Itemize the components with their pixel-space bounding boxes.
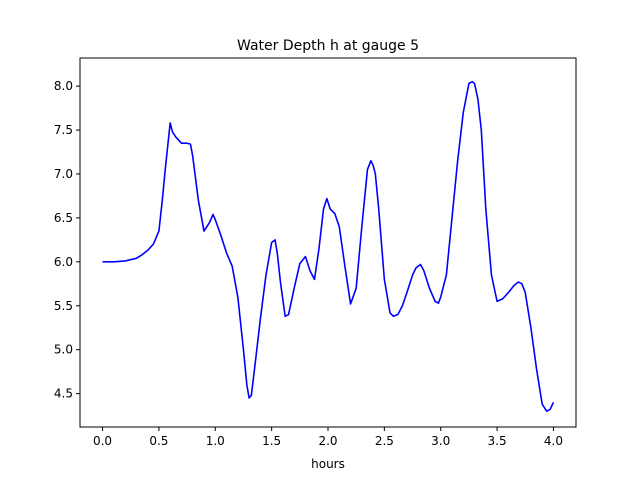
x-tick-label: 2.5 bbox=[375, 434, 394, 448]
x-tick-label: 4.0 bbox=[544, 434, 563, 448]
y-tick-label: 8.0 bbox=[54, 79, 73, 93]
y-tick-label: 7.0 bbox=[54, 167, 73, 181]
x-tick-label: 0.0 bbox=[93, 434, 112, 448]
x-tick-label: 3.5 bbox=[488, 434, 507, 448]
x-tick-label: 1.0 bbox=[206, 434, 225, 448]
y-tick-label: 7.5 bbox=[54, 123, 73, 137]
x-axis: 0.0 0.5 1.0 1.5 2.0 2.5 3.0 3.5 4.0 bbox=[93, 427, 563, 448]
y-tick-label: 6.0 bbox=[54, 255, 73, 269]
x-tick-label: 2.0 bbox=[318, 434, 337, 448]
y-tick-label: 6.5 bbox=[54, 211, 73, 225]
chart-title: Water Depth h at gauge 5 bbox=[237, 38, 419, 54]
series-line bbox=[102, 80, 555, 412]
y-tick-label: 5.0 bbox=[54, 343, 73, 357]
x-tick-label: 0.5 bbox=[149, 434, 168, 448]
x-tick-label: 1.5 bbox=[262, 434, 281, 448]
y-tick-label: 5.5 bbox=[54, 299, 73, 313]
y-tick-label: 4.5 bbox=[54, 387, 73, 401]
x-axis-label: hours bbox=[311, 457, 345, 471]
x-tick-label: 3.0 bbox=[431, 434, 450, 448]
y-axis: 4.5 5.0 5.5 6.0 6.5 7.0 7.5 8.0 bbox=[54, 79, 80, 401]
